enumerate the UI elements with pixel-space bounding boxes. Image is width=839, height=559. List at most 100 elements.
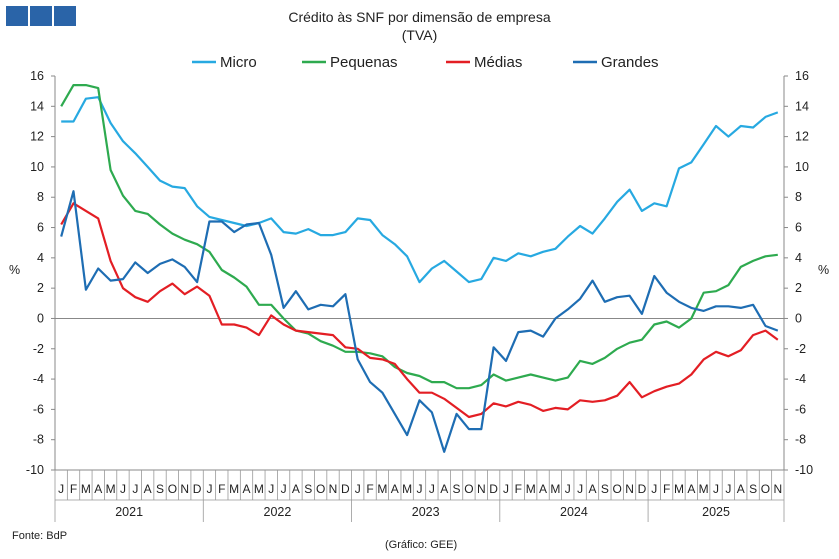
month-tick-label: F: [663, 482, 670, 496]
y-tick-label-left: 16: [30, 69, 44, 83]
month-tick-label: M: [377, 482, 387, 496]
y-tick-label-right: 10: [795, 160, 809, 174]
series-line-micro: [61, 96, 779, 284]
month-tick-label: O: [613, 482, 622, 496]
month-tick-label: J: [355, 482, 361, 496]
month-tick-label: J: [281, 482, 287, 496]
chart-title: Crédito às SNF por dimensão de empresa: [288, 9, 551, 25]
y-tick-label-right: 8: [795, 190, 802, 204]
month-tick-label: S: [601, 482, 609, 496]
month-tick-label: A: [243, 482, 251, 496]
month-tick-label: D: [638, 482, 647, 496]
month-tick-label: N: [477, 482, 486, 496]
y-tick-label-left: -2: [33, 342, 44, 356]
month-tick-label: A: [391, 482, 399, 496]
month-tick-label: N: [180, 482, 189, 496]
y-tick-label-right: 6: [795, 221, 802, 235]
month-tick-label: J: [268, 482, 274, 496]
y-tick-label-left: -6: [33, 402, 44, 416]
month-tick-label: N: [329, 482, 338, 496]
bank-logo-square-2: [30, 6, 52, 26]
series-line-m-dias: [60, 202, 779, 419]
series-line-pequenas: [60, 83, 778, 390]
year-label: 2024: [560, 505, 588, 519]
y-tick-label-left: 2: [37, 281, 44, 295]
month-tick-label: F: [218, 482, 225, 496]
month-tick-label: O: [761, 482, 770, 496]
bank-logo-square-3: [54, 6, 76, 26]
month-tick-label: A: [588, 482, 596, 496]
month-tick-label: F: [70, 482, 77, 496]
y-tick-label-left: -8: [33, 433, 44, 447]
month-tick-label: A: [292, 482, 300, 496]
y-tick-label-right: -6: [795, 402, 806, 416]
month-tick-label: J: [503, 482, 509, 496]
bank-logo-square-1: [6, 6, 28, 26]
month-tick-label: M: [674, 482, 684, 496]
year-label: 2022: [264, 505, 292, 519]
month-tick-label: A: [687, 482, 695, 496]
y-tick-label-right: 14: [795, 99, 809, 113]
month-tick-label: M: [81, 482, 91, 496]
month-tick-label: O: [168, 482, 177, 496]
month-tick-label: J: [417, 482, 423, 496]
month-tick-label: J: [58, 482, 64, 496]
y-axis-label-left: %: [9, 263, 20, 277]
month-tick-label: M: [254, 482, 264, 496]
y-tick-label-left: 10: [30, 160, 44, 174]
year-label: 2021: [115, 505, 143, 519]
month-tick-label: F: [515, 482, 522, 496]
month-tick-label: J: [206, 482, 212, 496]
month-tick-label: M: [229, 482, 239, 496]
month-tick-label: M: [402, 482, 412, 496]
y-tick-label-left: 12: [30, 130, 44, 144]
year-label: 2023: [412, 505, 440, 519]
month-tick-label: S: [156, 482, 164, 496]
legend-label-pequenas: Pequenas: [330, 54, 398, 71]
month-tick-label: D: [193, 482, 202, 496]
month-tick-label: A: [539, 482, 547, 496]
month-tick-label: J: [429, 482, 435, 496]
month-tick-label: J: [577, 482, 583, 496]
y-tick-label-left: 14: [30, 99, 44, 113]
month-tick-label: A: [737, 482, 745, 496]
month-tick-label: A: [94, 482, 102, 496]
month-tick-label: M: [526, 482, 536, 496]
month-tick-label: O: [316, 482, 325, 496]
y-tick-label-right: 0: [795, 311, 802, 325]
month-tick-label: N: [625, 482, 634, 496]
chart-subtitle: (TVA): [401, 27, 438, 43]
legend-label-m-dias: Médias: [474, 54, 522, 71]
month-tick-label: D: [341, 482, 350, 496]
y-tick-label-left: 6: [37, 221, 44, 235]
y-tick-label-left: 8: [37, 190, 44, 204]
month-tick-label: A: [144, 482, 152, 496]
month-tick-label: D: [489, 482, 498, 496]
y-tick-label-right: 2: [795, 281, 802, 295]
y-tick-label-right: -10: [795, 463, 813, 477]
y-tick-label-right: -8: [795, 433, 806, 447]
month-tick-label: A: [440, 482, 448, 496]
y-tick-label-right: -4: [795, 372, 806, 386]
y-tick-label-right: 16: [795, 69, 809, 83]
chart-credit: (Gráfico: GEE): [385, 539, 458, 551]
month-tick-label: M: [550, 482, 560, 496]
series-line-grandes: [60, 190, 779, 453]
source-note: Fonte: BdP: [12, 530, 68, 542]
month-tick-label: S: [453, 482, 461, 496]
month-tick-label: J: [725, 482, 731, 496]
y-tick-label-right: 12: [795, 130, 809, 144]
legend-label-micro: Micro: [220, 54, 257, 71]
month-tick-label: J: [565, 482, 571, 496]
month-tick-label: J: [651, 482, 657, 496]
month-tick-label: J: [120, 482, 126, 496]
y-tick-label-left: 4: [37, 251, 44, 265]
year-label: 2025: [702, 505, 730, 519]
month-tick-label: S: [749, 482, 757, 496]
month-tick-label: J: [713, 482, 719, 496]
month-tick-label: N: [773, 482, 782, 496]
month-tick-label: S: [304, 482, 312, 496]
y-tick-label-right: -2: [795, 342, 806, 356]
month-tick-label: M: [699, 482, 709, 496]
